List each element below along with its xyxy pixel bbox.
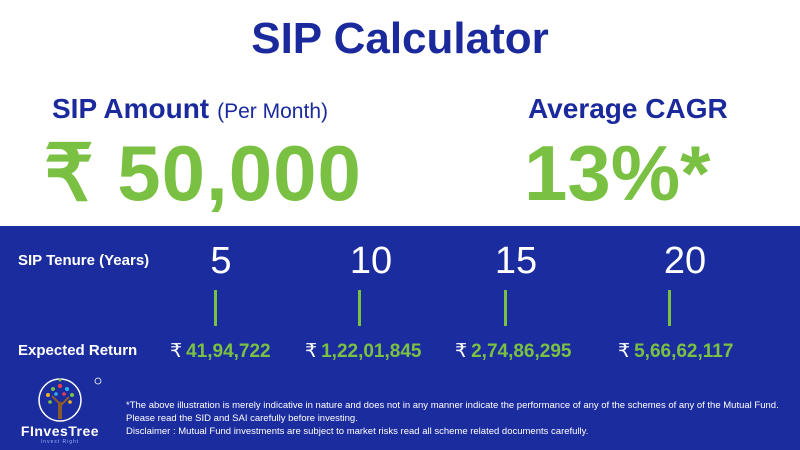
sip-tenure-label: SIP Tenure (Years)	[18, 252, 150, 269]
sip-amount-value: ₹ 50,000	[44, 129, 362, 217]
tenure-year-15: 15	[494, 240, 538, 282]
brand-name: FInvesTree	[20, 423, 100, 439]
connector-line	[504, 290, 507, 326]
results-band	[0, 226, 800, 450]
return-value: 5,66,62,117	[634, 341, 734, 362]
connector-line	[668, 290, 671, 326]
return-value: 1,22,01,845	[321, 341, 422, 362]
rupee-icon: ₹	[618, 341, 631, 362]
tenure-year-5: 5	[210, 240, 232, 282]
expected-return-10: ₹1,22,01,845	[305, 340, 421, 363]
return-value: 2,74,86,295	[471, 341, 572, 362]
expected-return-20: ₹5,66,62,117	[618, 340, 733, 363]
tenure-year-10: 10	[349, 240, 393, 282]
connector-line	[358, 290, 361, 326]
sip-amount-label-text: SIP Amount	[52, 93, 210, 124]
average-cagr-label: Average CAGR	[528, 93, 728, 124]
sip-amount-label: SIP Amount (Per Month)	[52, 93, 328, 125]
return-value: 41,94,722	[186, 341, 271, 362]
expected-return-label: Expected Return	[18, 342, 138, 359]
disclaimer-illustration: *The above illustration is merely indica…	[126, 400, 779, 424]
expected-return-5: ₹41,94,722	[170, 340, 271, 363]
brand-tagline: Invest Right	[40, 439, 80, 445]
sip-amount-sublabel: (Per Month)	[217, 100, 328, 123]
page-title: SIP Calculator	[251, 14, 549, 63]
disclaimer-market-risk: Disclaimer : Mutual Fund investments are…	[126, 426, 589, 437]
expected-return-15: ₹2,74,86,295	[455, 340, 571, 363]
rupee-icon: ₹	[305, 341, 318, 362]
finvestree-logo-icon	[38, 377, 102, 422]
header-section: SIP Calculator SIP Amount (Per Month) ₹ 5…	[44, 14, 728, 217]
tenure-year-20: 20	[663, 240, 707, 282]
average-cagr-value: 13%*	[524, 129, 711, 217]
disclaimer: *The above illustration is merely indica…	[126, 399, 786, 438]
rupee-icon: ₹	[455, 341, 468, 362]
rupee-icon: ₹	[170, 341, 183, 362]
connector-line	[214, 290, 217, 326]
